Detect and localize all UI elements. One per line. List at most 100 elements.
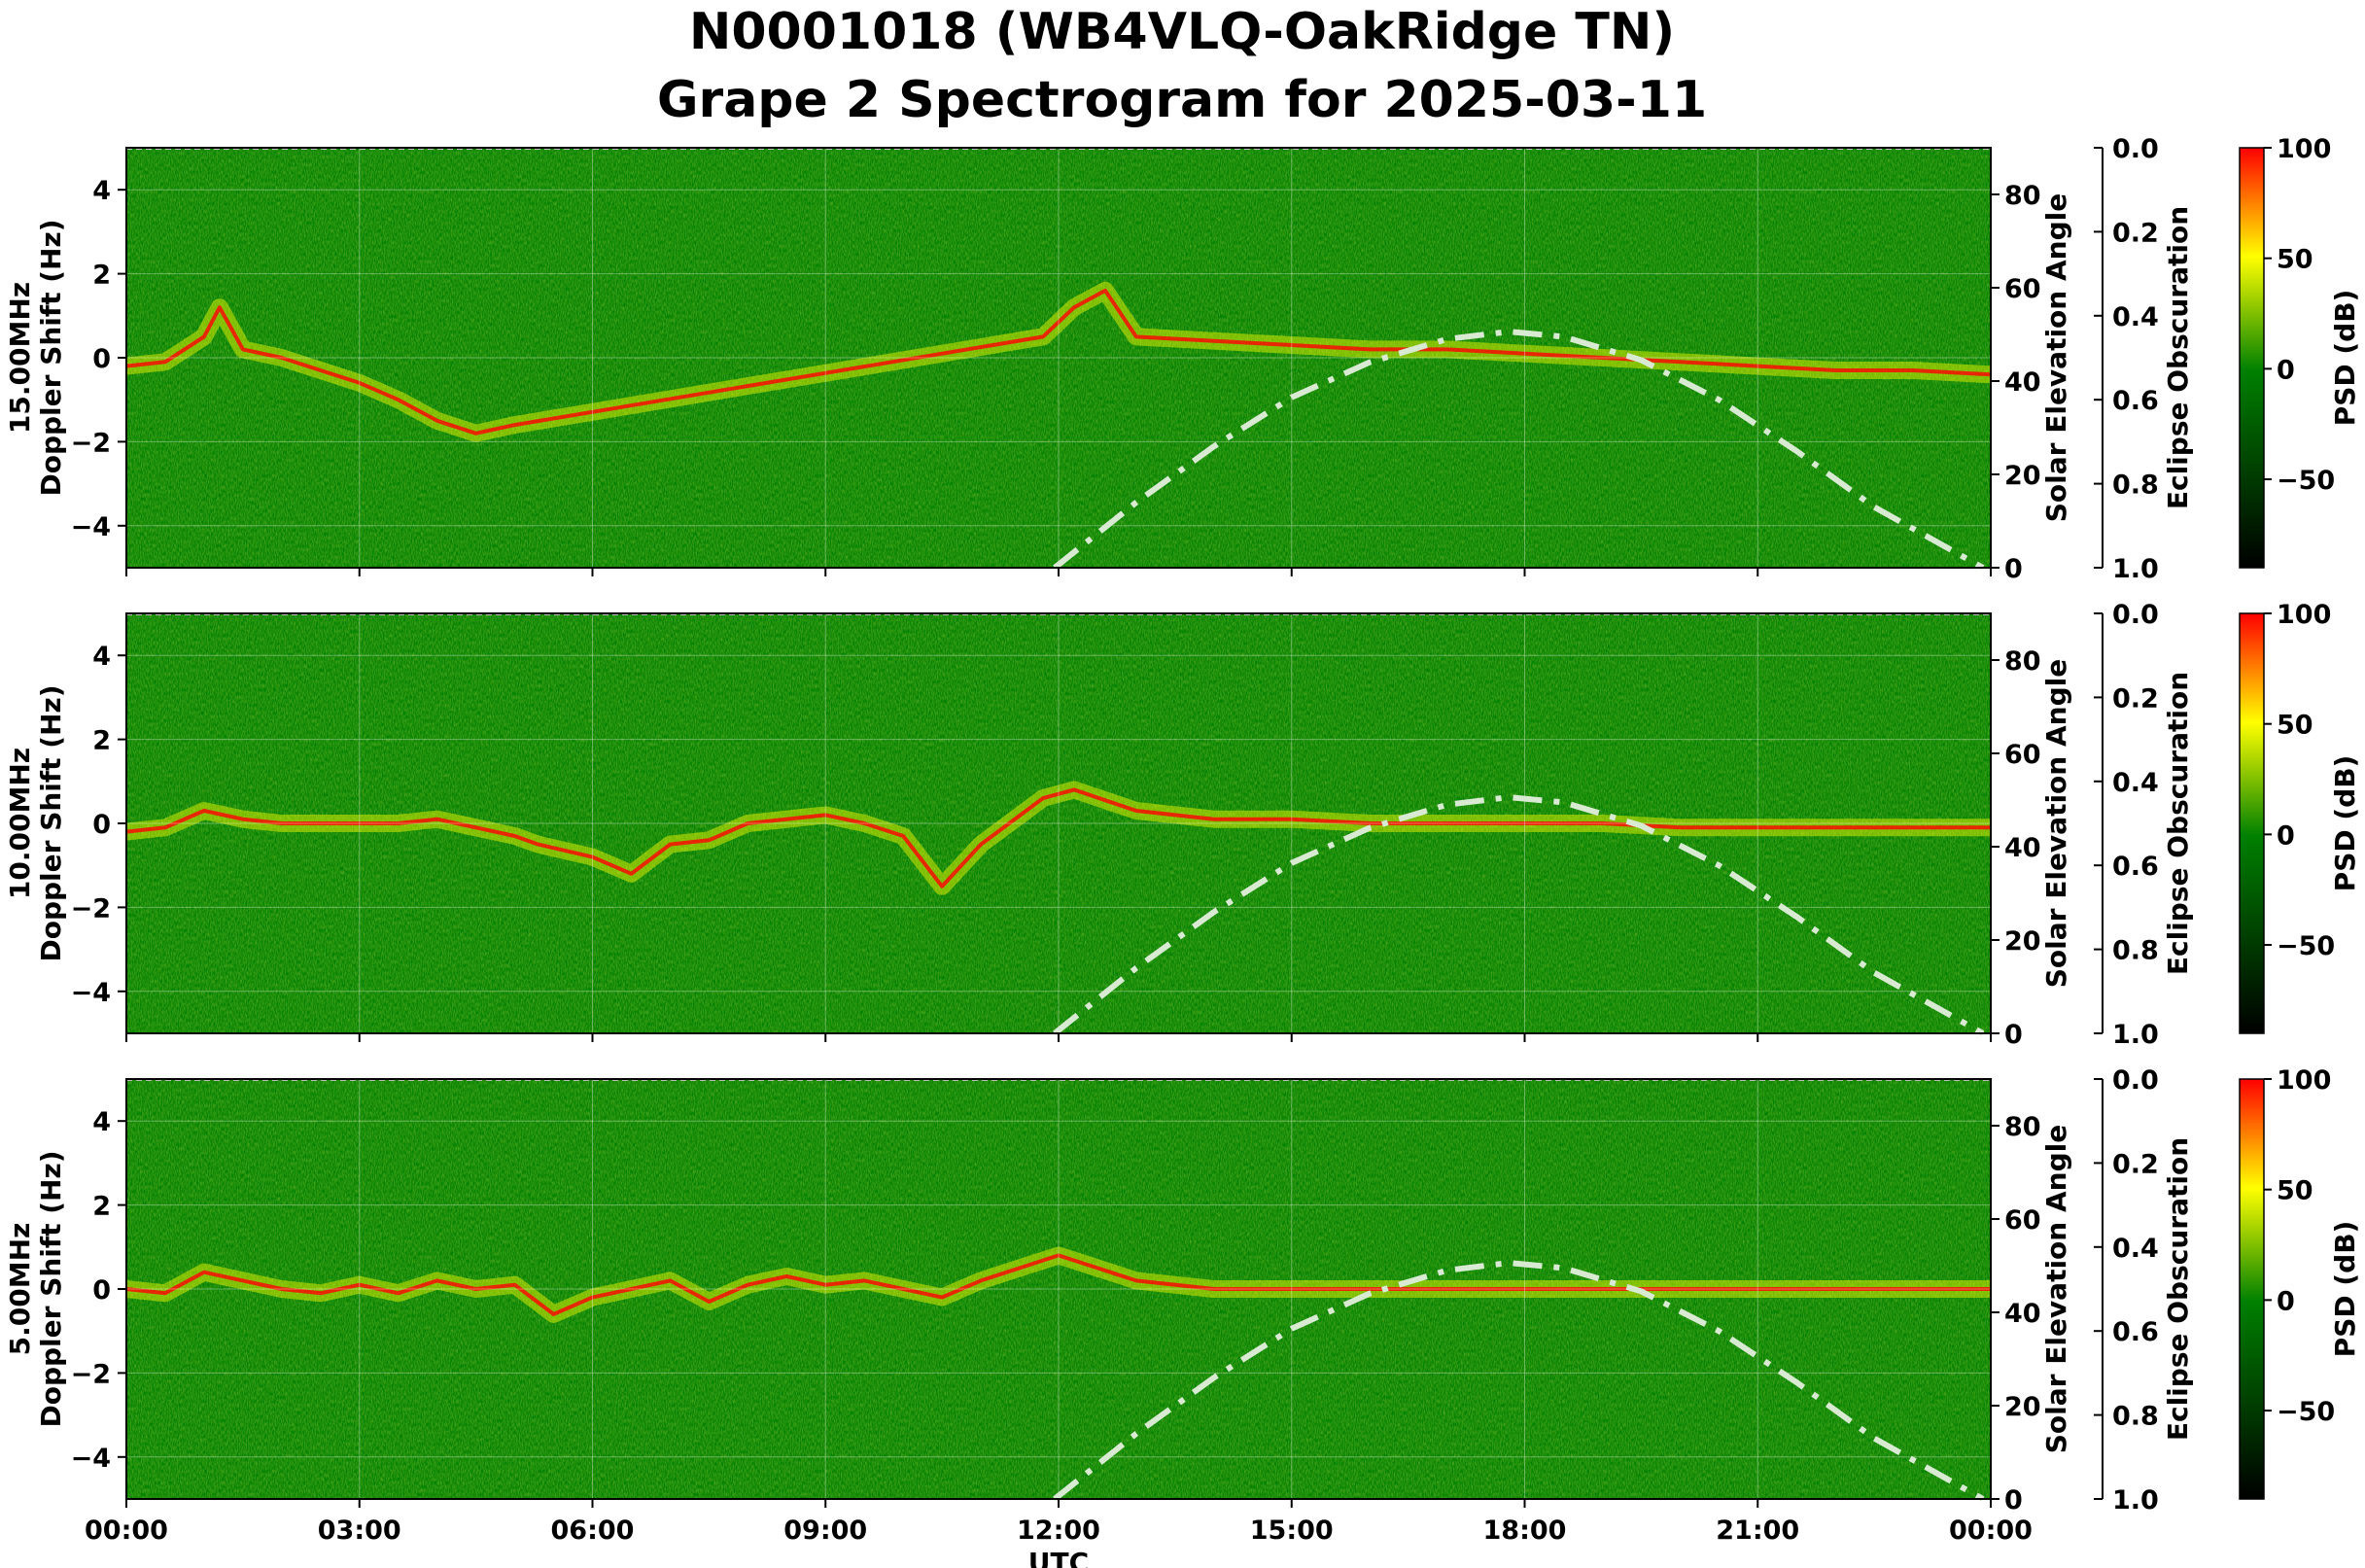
eclipse-tick-label: 0.2 [2112,1149,2159,1179]
eclipse-tick-label: 0.6 [2112,1317,2159,1347]
y-tick-label: −4 [71,978,111,1008]
y-tick-label: 4 [92,642,111,672]
eclipse-axis-label: Eclipse Obscuration [2162,206,2194,509]
eclipse-tick-label: 0.4 [2112,1234,2159,1264]
y-tick-label: 0 [92,810,111,840]
panel-2: 420−2−45.00MHz Doppler Shift (Hz)80604020… [4,1065,2361,1568]
right-axis-label: Solar Elevation Angle [2040,193,2072,522]
colorbar-tick-label: 100 [2277,1065,2331,1096]
colorbar-tick-label: 0 [2277,820,2295,851]
solar-elevation-curve [1053,329,1985,571]
y-axis-label: Doppler Shift (Hz) [35,219,67,496]
colorbar-tick-label: 100 [2277,600,2331,630]
panel-1: 420−2−410.00MHz Doppler Shift (Hz)8060402… [4,600,2361,1050]
y-tick-label: −2 [71,428,111,458]
colorbar-tick-label: 0 [2277,1286,2295,1316]
right-tick-label: 40 [2004,833,2041,863]
x-tick-label: 21:00 [1716,1516,1799,1546]
eclipse-tick-label: 0.4 [2112,768,2159,798]
colorbar-tick-label: 100 [2277,134,2331,164]
right-tick-label: 20 [2004,926,2041,957]
colorbar-tick-label: 50 [2277,1176,2313,1206]
spectrogram-noise [126,613,1991,1033]
y-tick-label: 0 [92,1275,111,1306]
eclipse-tick-label: 0.0 [2112,600,2159,630]
y-tick-label: 2 [92,261,111,291]
eclipse-tick-label: 0.2 [2112,218,2159,248]
right-tick-label: 80 [2004,646,2041,677]
eclipse-axis-label: Eclipse Obscuration [2162,1137,2194,1441]
right-tick-label: 0 [2004,1485,2023,1516]
eclipse-tick-label: 0.8 [2112,1402,2159,1432]
colorbar-tick-label: −50 [2277,466,2335,496]
doppler-trace [125,1253,1991,1316]
colorbar [2239,612,2265,1034]
eclipse-tick-label: 0.8 [2112,936,2159,966]
right-tick-label: 40 [2004,1299,2041,1329]
colorbar-label: PSD (dB) [2329,755,2361,892]
x-tick-label: 12:00 [1017,1516,1100,1546]
right-tick-label: 0 [2004,1020,2023,1050]
eclipse-tick-label: 0.2 [2112,683,2159,714]
panels-group: 420−2−415.00MHz Doppler Shift (Hz)8060402… [4,134,2361,1568]
x-tick-label: 00:00 [1949,1516,2033,1546]
right-tick-label: 60 [2004,740,2041,770]
x-tick-label: 18:00 [1483,1516,1567,1546]
colorbar [2239,1078,2265,1500]
doppler-trace [125,288,1992,436]
y-tick-label: 0 [92,344,111,374]
y-tick-label: −4 [71,512,111,542]
figure-title-line2: Grape 2 Spectrogram for 2025-03-11 [657,71,1707,129]
right-tick-label: 0 [2004,554,2023,584]
right-axis-label: Solar Elevation Angle [2040,659,2072,988]
right-tick-label: 60 [2004,1205,2041,1236]
x-tick-label: 06:00 [551,1516,635,1546]
colorbar [2239,147,2265,569]
y-tick-label: 2 [92,1192,111,1222]
eclipse-tick-label: 1.0 [2112,554,2159,584]
figure-title-line1: N0001018 (WB4VLQ-OakRidge TN) [689,3,1675,61]
colorbar-label: PSD (dB) [2329,1221,2361,1358]
eclipse-tick-label: 0.0 [2112,134,2159,164]
eclipse-tick-label: 0.6 [2112,852,2159,882]
panel-0: 420−2−415.00MHz Doppler Shift (Hz)8060402… [4,134,2361,584]
colorbar-tick-label: −50 [2277,931,2335,961]
x-tick-label: 00:00 [85,1516,168,1546]
y-tick-label: −4 [71,1444,111,1474]
solar-elevation-curve [1053,1260,1985,1502]
eclipse-tick-label: 0.6 [2112,386,2159,416]
y-tick-label: 4 [92,1107,111,1137]
doppler-trace [125,787,1991,889]
right-tick-label: 80 [2004,181,2041,211]
colorbar-label: PSD (dB) [2329,290,2361,427]
y-axis-label: Doppler Shift (Hz) [35,684,67,961]
eclipse-tick-label: 0.8 [2112,470,2159,501]
colorbar-tick-label: 0 [2277,355,2295,385]
y-axis-label: Doppler Shift (Hz) [35,1150,67,1427]
x-tick-label: 03:00 [318,1516,401,1546]
right-tick-label: 20 [2004,461,2041,491]
eclipse-axis-label: Eclipse Obscuration [2162,672,2194,975]
colorbar-tick-label: 50 [2277,711,2313,741]
y-tick-label: −2 [71,893,111,923]
y-tick-label: 4 [92,176,111,206]
panel-frequency-label: 15.00MHz [4,282,36,434]
eclipse-tick-label: 0.0 [2112,1065,2159,1096]
colorbar-tick-label: 50 [2277,245,2313,275]
right-axis-label: Solar Elevation Angle [2040,1125,2072,1453]
y-tick-label: −2 [71,1359,111,1389]
eclipse-tick-label: 0.4 [2112,302,2159,332]
eclipse-tick-label: 1.0 [2112,1020,2159,1050]
y-tick-label: 2 [92,726,111,756]
x-tick-label: 15:00 [1250,1516,1334,1546]
right-tick-label: 40 [2004,367,2041,398]
x-tick-label: 09:00 [783,1516,867,1546]
right-tick-label: 80 [2004,1112,2041,1142]
spectrogram-noise [126,148,1991,568]
panel-frequency-label: 5.00MHz [4,1223,36,1356]
colorbar-tick-label: −50 [2277,1397,2335,1427]
eclipse-tick-label: 1.0 [2112,1485,2159,1516]
x-axis-label: UTC [1028,1547,1089,1568]
solar-elevation-curve [1053,794,1985,1036]
